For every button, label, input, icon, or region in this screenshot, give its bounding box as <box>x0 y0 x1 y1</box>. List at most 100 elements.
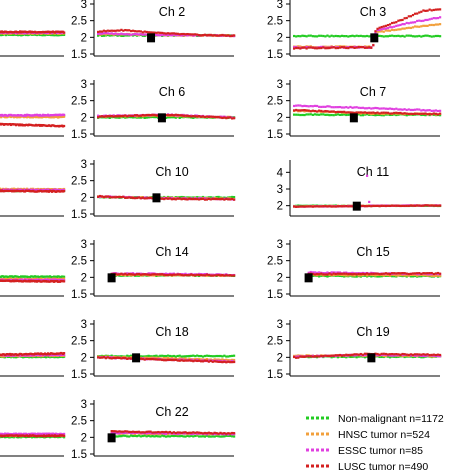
y-tick-label: 4 <box>277 167 284 179</box>
series-point <box>439 274 442 277</box>
series-point <box>309 205 312 208</box>
series-point <box>168 358 172 361</box>
panel-ch-19: 32.521.5Ch 19 <box>267 319 442 381</box>
series-point <box>397 272 400 275</box>
series-point <box>141 357 144 361</box>
series-point <box>305 45 308 49</box>
series-point <box>380 30 383 33</box>
series-point <box>382 25 385 28</box>
series-point <box>432 204 435 207</box>
series-point <box>374 112 377 115</box>
series-point <box>98 30 102 33</box>
series-point <box>170 431 174 434</box>
series-point <box>340 205 344 208</box>
series-point <box>215 434 218 438</box>
series-point <box>126 435 129 438</box>
series-point <box>353 46 356 49</box>
series-point <box>122 34 125 38</box>
series-point <box>221 432 224 435</box>
series-point <box>418 204 421 207</box>
series-point <box>166 32 170 35</box>
series-point <box>192 432 195 435</box>
series-point <box>351 111 354 114</box>
series-point <box>233 195 236 199</box>
y-tick-label: 1.5 <box>71 369 87 381</box>
series-point <box>393 25 396 28</box>
series-point <box>186 198 189 201</box>
series-point <box>349 355 352 359</box>
series-point <box>120 357 123 360</box>
series-point <box>397 204 400 207</box>
series-point <box>303 113 306 117</box>
series-point <box>178 197 181 200</box>
series-point <box>353 272 356 275</box>
series-point <box>221 358 224 361</box>
series-point <box>418 275 421 278</box>
series-point <box>233 34 236 37</box>
series-point <box>106 32 109 35</box>
series-point <box>116 435 119 438</box>
series-point <box>334 272 337 276</box>
series-point <box>215 116 218 119</box>
series-point <box>320 105 323 109</box>
series-point <box>376 27 379 30</box>
series-point <box>301 46 304 49</box>
series-point <box>159 31 162 34</box>
y-tick-label: 2.5 <box>267 96 283 108</box>
series-point <box>201 360 205 363</box>
series-point <box>153 273 156 276</box>
series-point <box>176 273 179 276</box>
series-point <box>403 27 406 30</box>
series-point <box>223 198 226 201</box>
series-point <box>172 431 175 434</box>
series-point <box>165 197 168 200</box>
series-point <box>368 204 371 208</box>
series-point <box>297 113 300 116</box>
series-point <box>315 205 319 208</box>
series-point <box>295 35 298 38</box>
series-point <box>133 434 137 437</box>
series-point <box>143 358 146 361</box>
series-point <box>207 197 210 201</box>
series-point <box>366 274 369 277</box>
panel-ch-3: 32.521.5Ch 3 <box>267 0 442 61</box>
panel-title: Ch 2 <box>159 5 185 19</box>
series-point <box>347 46 350 50</box>
series-point <box>318 275 321 278</box>
series-point <box>301 34 304 37</box>
series-point <box>137 33 140 36</box>
series-point <box>135 114 139 117</box>
series-point <box>336 46 339 50</box>
series-point <box>399 108 402 111</box>
series-point <box>131 196 135 200</box>
series-point <box>430 17 433 20</box>
panel-partial-6: 32.521.5 <box>0 187 66 217</box>
legend-swatch-lusc <box>311 464 314 468</box>
series-point <box>359 46 362 49</box>
series-point <box>118 115 121 118</box>
series-point <box>137 196 140 199</box>
y-tick-label: 1.5 <box>267 49 283 61</box>
series-lusc <box>0 351 66 357</box>
series-point <box>432 35 435 38</box>
series-point <box>211 274 214 277</box>
series-point <box>130 114 133 117</box>
series-point <box>145 356 148 359</box>
series-point <box>199 273 203 277</box>
series-point <box>118 29 121 32</box>
series-point <box>372 272 375 275</box>
series-point <box>424 24 427 27</box>
series-point <box>416 204 419 207</box>
series-point <box>170 355 174 358</box>
series-point <box>439 272 442 275</box>
series-point <box>178 196 181 199</box>
series-point <box>122 356 125 360</box>
series-point <box>188 354 191 358</box>
series-point <box>178 435 181 438</box>
series-point <box>203 435 207 438</box>
series-point <box>194 434 197 438</box>
series-point <box>416 108 419 111</box>
series-point <box>301 355 304 358</box>
series-point <box>100 34 104 37</box>
series-point <box>124 430 127 433</box>
